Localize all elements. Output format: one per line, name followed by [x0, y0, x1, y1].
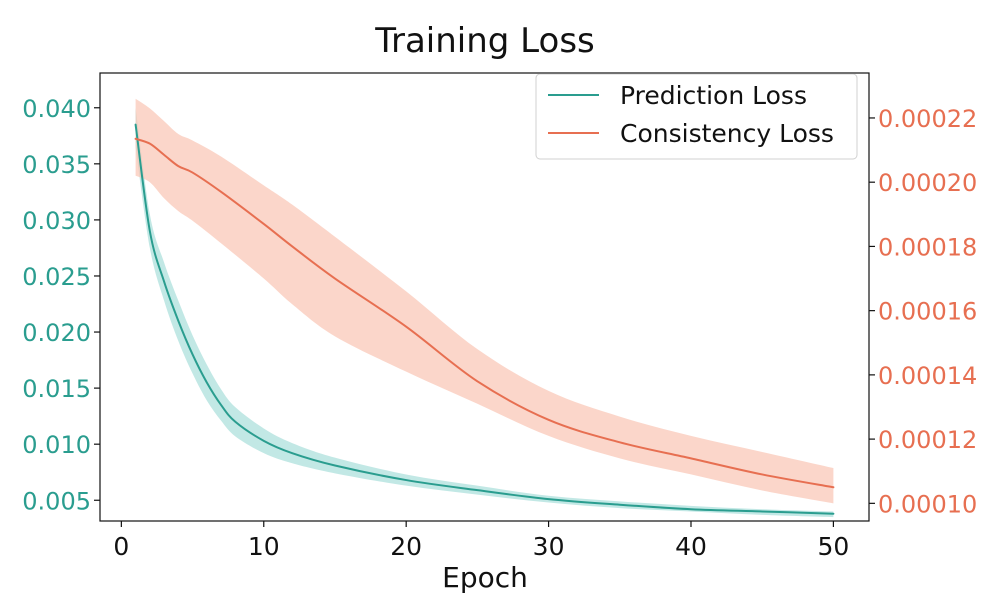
- legend-label-prediction-loss: Prediction Loss: [620, 81, 807, 110]
- right-y-tick-label: 0.00020: [878, 169, 977, 197]
- right-y-tick-label: 0.00022: [878, 105, 977, 133]
- legend: Prediction Loss Consistency Loss: [535, 73, 858, 160]
- x-tick-label: 40: [675, 532, 707, 561]
- legend-box: [535, 73, 858, 160]
- x-tick-label: 20: [390, 532, 422, 561]
- right-y-tick-label: 0.00018: [878, 233, 977, 261]
- right-y-tick-label: 0.00010: [878, 490, 977, 518]
- prediction-loss-line: [134, 123, 835, 515]
- x-tick-label: 50: [817, 532, 849, 561]
- legend-label-consistency-loss: Consistency Loss: [620, 119, 834, 148]
- x-tick-label: 30: [533, 532, 565, 561]
- consistency-loss-band: [135, 98, 834, 504]
- x-tick-label: 0: [113, 532, 129, 561]
- x-tick-label: 10: [248, 532, 280, 561]
- left-y-tick-label: 0.030: [22, 207, 91, 235]
- left-y-tick-label: 0.005: [22, 487, 91, 515]
- consistency-loss-line: [134, 137, 835, 489]
- chart-title: Training Loss: [374, 21, 595, 61]
- left-y-tick-label: 0.025: [22, 263, 91, 291]
- left-y-tick-label: 0.035: [22, 151, 91, 179]
- series-lines: [134, 123, 835, 515]
- confidence-bands: [135, 98, 834, 518]
- left-y-tick-label: 0.020: [22, 319, 91, 347]
- right-y-tick-label: 0.00016: [878, 298, 977, 326]
- axes: 0 10 20 30 40 50 0.005 0.010 0.015 0.020 0.025 0.03…: [22, 95, 977, 561]
- left-y-tick-label: 0.040: [22, 95, 91, 123]
- left-y-tick-label: 0.010: [22, 431, 91, 459]
- right-y-tick-label: 0.00014: [878, 362, 977, 390]
- x-axis-label: Epoch: [442, 561, 528, 594]
- right-y-tick-label: 0.00012: [878, 426, 977, 454]
- left-y-tick-label: 0.015: [22, 375, 91, 403]
